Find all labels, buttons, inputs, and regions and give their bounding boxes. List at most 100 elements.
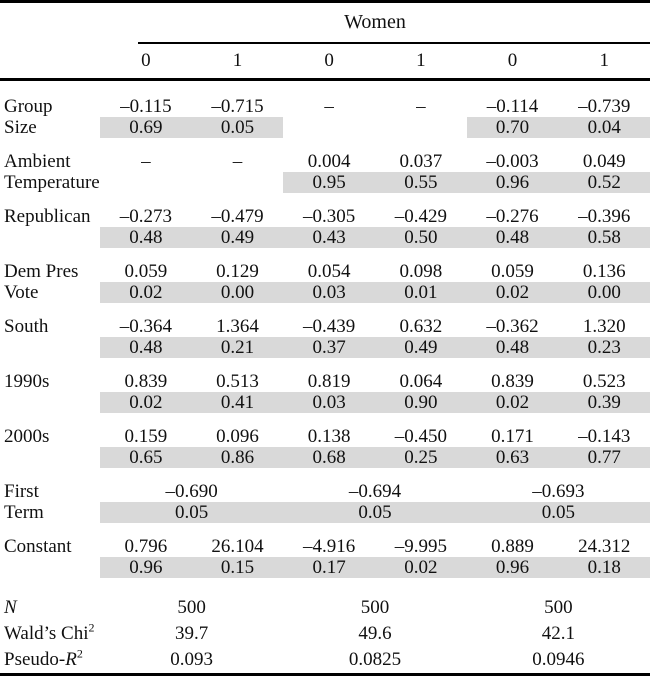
row-label: Constant [4, 536, 72, 557]
variable-rows: Group –0.115 –0.715– – –0.114 –0.739 Size 0.69 0… [0, 96, 651, 578]
coef-cell: –9.995 [394, 536, 447, 557]
coef-cell: 1.364 [216, 316, 259, 337]
column-header: 1 [599, 50, 609, 71]
row-label [0, 227, 100, 248]
column-header: 0 [324, 50, 334, 71]
pval-cell: 0.05 [283, 502, 467, 523]
coef-cell: 1.320 [582, 316, 626, 337]
pval-cell: 0.50 [375, 227, 467, 248]
pvalue-line: Vote 0.02 0.00 0.03 0.01 0.02 0.00 [0, 282, 651, 303]
coefficient-line: Constant 0.796 26.104 –4.916 –9.995 0.889 24.3… [0, 536, 650, 557]
row-label: First [4, 481, 39, 502]
column-header: 1 [232, 50, 243, 71]
stat-label-superscript: 2 [76, 647, 83, 661]
pval-cell: 0.00 [558, 282, 651, 303]
pval-cell: 0.96 [466, 172, 559, 193]
variable-row-group: 1990s 0.839 0.513 0.819 0.064 0.839 0.523 0.02 0… [0, 371, 651, 413]
coef-cell: –0.114 [486, 96, 539, 117]
pval-cell: 0.96 [466, 557, 559, 578]
stat-value: 0.0946 [532, 649, 585, 670]
pval-cell: 0.21 [191, 337, 284, 358]
coefficient-line: Ambient – – 0.004 0.037 –0.003 0.049 [0, 151, 650, 172]
stat-label-italic: N [4, 597, 17, 618]
coef-cell: –0.362 [486, 316, 539, 337]
coef-cell: –0.715 [211, 96, 264, 117]
pval-cell [375, 117, 467, 138]
coef-cell: –4.916 [303, 536, 356, 557]
coef-cell: 26.104 [211, 536, 264, 557]
pval-cell: 0.05 [466, 502, 650, 523]
coef-cell: –0.273 [119, 206, 172, 227]
coefficient-line: Dem Pres 0.059 0.129 0.054 0.098 0.059 0.136 [0, 261, 650, 282]
coef-cell: –0.305 [303, 206, 356, 227]
coef-cell: –0.003 [486, 151, 539, 172]
coef-cell: –0.693 [532, 481, 585, 502]
coef-cell: 0.819 [307, 371, 351, 392]
stat-value: 42.1 [541, 623, 575, 644]
coef-cell: 0.796 [124, 536, 168, 557]
pval-cell: 0.69 [100, 117, 192, 138]
pval-cell: 0.58 [558, 227, 651, 248]
pval-cell: 0.96 [100, 557, 192, 578]
row-label: Size [4, 117, 37, 138]
pval-cell [283, 117, 375, 138]
stat-row: Wald’s Chi2 39.7 49.6 42.1 [0, 621, 650, 647]
coef-cell: 0.064 [399, 371, 443, 392]
spanner-underline-rule [138, 42, 650, 44]
pval-cell: 0.02 [466, 282, 559, 303]
pval-cell: 0.05 [100, 502, 284, 523]
pval-cell: 0.48 [466, 337, 559, 358]
stat-value: 39.7 [175, 623, 209, 644]
pval-cell: 0.02 [100, 282, 192, 303]
row-label: Temperature [4, 172, 100, 193]
pvalue-line: Temperature 0.95 0.55 0.96 0.52 [0, 172, 651, 193]
pval-cell: 0.03 [283, 392, 376, 413]
coef-cell: 0.839 [491, 371, 534, 392]
stat-label-italic: R [65, 649, 77, 670]
pvalue-line: 0.02 0.41 0.03 0.90 0.02 0.39 [0, 392, 651, 413]
variable-row-group: Ambient – –0.004 0.037 –0.003 0.049 Temperatur… [0, 151, 651, 193]
coef-cell: 0.004 [307, 151, 351, 172]
pval-cell: 0.49 [375, 337, 467, 358]
row-label: Republican [4, 206, 91, 227]
row-label [0, 337, 100, 358]
pval-cell: 0.48 [100, 227, 192, 248]
coef-cell: 0.059 [124, 261, 168, 282]
row-label [0, 392, 100, 413]
coefficient-line: 2000s 0.159 0.096 0.138 –0.450 0.171 –0.143 [0, 426, 650, 447]
coef-cell: – [232, 151, 243, 172]
column-header: 1 [416, 50, 426, 71]
pval-cell: 0.04 [558, 117, 651, 138]
pval-cell: 0.17 [283, 557, 376, 578]
stat-value: 500 [544, 597, 573, 618]
variable-row-group: South –0.364 1.364 –0.439 0.632 –0.362 1.320 0.… [0, 316, 651, 358]
coef-cell: –0.115 [120, 96, 172, 117]
coef-cell: 0.054 [307, 261, 351, 282]
pval-cell: 0.41 [191, 392, 284, 413]
coef-cell: –0.276 [486, 206, 539, 227]
model-statistics: N 500 500 500 Wald’s Chi2 39.7 49.6 42.1 Pseudo-… [0, 591, 650, 673]
variable-row-group: Group –0.115 –0.715– – –0.114 –0.739 Size 0.69 0… [0, 96, 651, 138]
pvalue-line: 0.65 0.86 0.68 0.25 0.63 0.77 [0, 447, 651, 468]
pval-cell: 0.95 [283, 172, 376, 193]
pval-cell: 0.86 [191, 447, 284, 468]
coef-cell: –0.429 [394, 206, 447, 227]
row-label: Group [4, 96, 53, 117]
pval-cell: 0.70 [466, 117, 559, 138]
row-label: South [4, 316, 49, 337]
variable-row-group: Republican –0.273 –0.479 –0.305 –0.429 –0.276… [0, 206, 651, 248]
pvalue-line: 0.48 0.49 0.43 0.50 0.48 0.58 [0, 227, 651, 248]
pval-cell: 0.49 [191, 227, 284, 248]
row-label: 1990s [4, 371, 50, 392]
pval-cell: 0.52 [558, 172, 651, 193]
header-rule [0, 78, 650, 81]
pval-cell: 0.48 [100, 337, 192, 358]
pvalue-line: 0.96 0.15 0.17 0.02 0.96 0.18 [0, 557, 651, 578]
coefficient-line: First –0.690 –0.694 –0.693 [0, 481, 650, 502]
stat-value: 500 [360, 597, 390, 618]
pval-cell: 0.01 [375, 282, 467, 303]
top-rule [0, 0, 650, 3]
stat-value: 49.6 [358, 623, 392, 644]
coef-cell: 24.312 [578, 536, 631, 557]
